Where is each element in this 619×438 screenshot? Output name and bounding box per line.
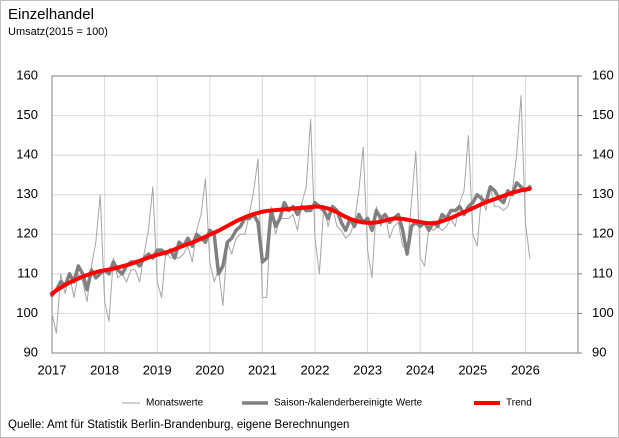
x-tick-label: 2026 [511,362,540,377]
y-tick-label: 120 [16,226,38,241]
plot-area [51,75,579,354]
x-tick-label: 2025 [458,362,487,377]
legend-label: Trend [506,398,532,409]
y-tick-label: 110 [17,265,38,280]
x-tick-label: 2022 [301,362,330,377]
legend-label: Monatswerte [146,398,204,409]
y2-tick-label: 110 [592,265,613,280]
chart-subtitle: Umsatz(2015 = 100) [8,26,108,38]
y-tick-label: 90 [24,344,38,359]
y2-tick-label: 120 [592,226,614,241]
y-tick-label: 130 [16,186,38,201]
y-tick-label: 100 [16,305,38,320]
x-tick-label: 2024 [406,362,435,377]
y-tick-label: 150 [16,107,38,122]
y2-tick-label: 130 [592,186,614,201]
y2-tick-label: 160 [592,67,614,82]
y2-tick-label: 140 [592,147,614,162]
y2-tick-label: 100 [592,305,614,320]
x-tick-label: 2017 [38,362,67,377]
y2-tick-label: 150 [592,107,614,122]
x-tick-label: 2019 [143,362,172,377]
x-tick-label: 2020 [195,362,224,377]
x-tick-label: 2018 [90,362,119,377]
x-tick-label: 2023 [353,362,382,377]
y2-tick-label: 90 [592,344,606,359]
chart-title: Einzelhandel [8,6,94,23]
x-tick-label: 2021 [248,362,277,377]
series-line [50,186,532,296]
source: Quelle: Amt für Statistik Berlin-Branden… [8,419,349,431]
legend-label: Saison-/kalenderbereinigte Werte [274,398,423,409]
y-tick-label: 160 [16,67,38,82]
y-tick-label: 140 [16,147,38,162]
